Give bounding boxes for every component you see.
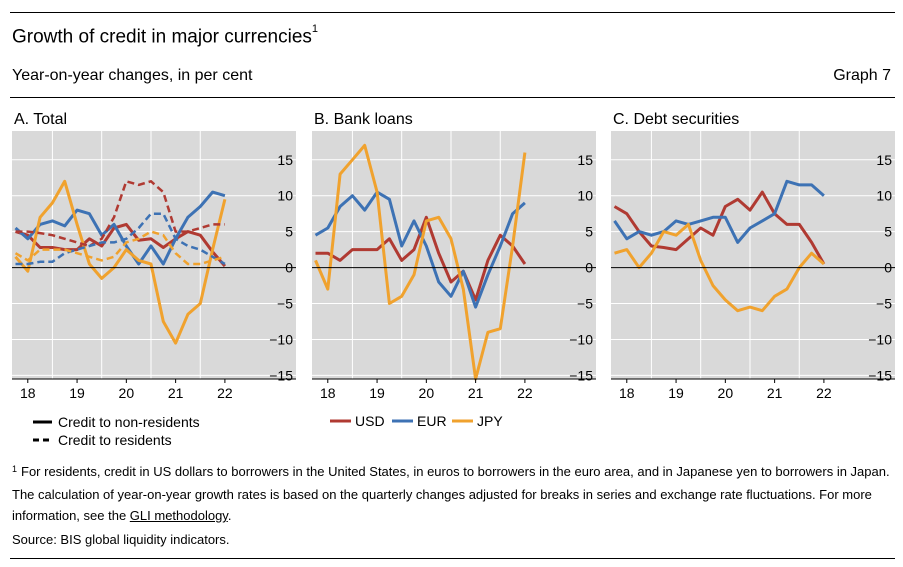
y-tick-label: 5 xyxy=(285,224,293,240)
footnote-end: . xyxy=(227,508,232,523)
y-tick-label: 5 xyxy=(884,224,892,240)
series-line-jpy-solid xyxy=(314,143,527,381)
y-tick-label: −5 xyxy=(277,296,293,312)
footnote: 1 For residents, credit in US dollars to … xyxy=(12,461,892,526)
footnote-text: For residents, credit in US dollars to b… xyxy=(12,464,890,523)
graph-subtitle: Year-on-year changes, in per cent xyxy=(12,67,253,84)
legend-label-jpy: JPY xyxy=(477,413,503,429)
x-tick-label: 22 xyxy=(816,385,832,401)
gli-methodology-link[interactable]: GLI methodology xyxy=(129,508,228,523)
y-tick-label: −10 xyxy=(569,331,593,347)
series-line-jpy-dashed xyxy=(14,230,226,266)
source-note: Source: BIS global liquidity indicators. xyxy=(12,532,230,547)
x-tick-label: 20 xyxy=(119,385,135,401)
y-tick-label: 10 xyxy=(277,188,293,204)
y-tick-label: 0 xyxy=(285,260,293,276)
y-tick-label: 10 xyxy=(577,188,593,204)
x-tick-label: 21 xyxy=(168,385,184,401)
x-tick-label: 19 xyxy=(668,385,684,401)
y-tick-label: 15 xyxy=(277,152,293,168)
x-tick-label: 18 xyxy=(20,385,36,401)
x-tick-label: 18 xyxy=(619,385,635,401)
panel-background-3 xyxy=(611,131,895,379)
panel-background-1 xyxy=(12,131,296,379)
y-tick-label: 0 xyxy=(884,260,892,276)
y-tick-label: −15 xyxy=(868,367,892,383)
y-tick-label: 10 xyxy=(876,188,892,204)
y-tick-label: 0 xyxy=(585,260,593,276)
y-tick-label: −10 xyxy=(868,331,892,347)
panel-title-2: B. Bank loans xyxy=(314,111,413,128)
series-line-eur-solid xyxy=(314,190,526,309)
series-line-jpy-solid xyxy=(614,222,825,313)
y-tick-label: −15 xyxy=(569,367,593,383)
y-tick-label: −15 xyxy=(269,367,293,383)
series-line-eur-dashed xyxy=(15,212,226,266)
top-rule xyxy=(10,12,895,13)
y-tick-label: 15 xyxy=(876,152,892,168)
panel-title-1: A. Total xyxy=(14,111,67,128)
bottom-rule xyxy=(10,558,895,559)
title-footnote-mark: 1 xyxy=(311,23,319,35)
legend-label-usd: USD xyxy=(355,413,385,429)
x-tick-label: 19 xyxy=(369,385,385,401)
x-tick-label: 19 xyxy=(69,385,85,401)
x-tick-label: 21 xyxy=(468,385,484,401)
legend-label-dashed: Credit to residents xyxy=(58,432,172,448)
y-tick-label: 5 xyxy=(585,224,593,240)
x-tick-label: 22 xyxy=(517,385,533,401)
series-line-eur-solid xyxy=(613,179,825,244)
x-tick-label: 20 xyxy=(419,385,435,401)
x-tick-label: 20 xyxy=(718,385,734,401)
graph-title: Growth of credit in major currencies1 xyxy=(12,23,319,48)
series-line-usd-solid xyxy=(15,222,227,268)
footnote-mark: 1 xyxy=(12,464,18,474)
series-line-usd-dashed xyxy=(15,180,225,248)
graph-title-text: Growth of credit in major currencies xyxy=(12,26,312,48)
legend-label-solid: Credit to non-residents xyxy=(58,414,200,430)
series-line-usd-solid xyxy=(613,190,826,265)
charts-area: A. Total 15 10 5 0 −5 −10 −15 18 19 20 21 22 B. Bank … xyxy=(12,111,895,448)
panel-title-3: C. Debt securities xyxy=(613,111,739,128)
x-tick-label: 22 xyxy=(217,385,233,401)
y-tick-label: −5 xyxy=(577,296,593,312)
header-rule xyxy=(10,97,895,98)
series-line-eur-solid xyxy=(14,190,226,266)
legend-label-eur: EUR xyxy=(417,413,447,429)
x-tick-label: 18 xyxy=(320,385,336,401)
y-tick-label: −10 xyxy=(269,331,293,347)
y-tick-label: −5 xyxy=(876,296,892,312)
series-line-jpy-solid xyxy=(14,179,227,345)
graph-number: Graph 7 xyxy=(833,67,891,84)
x-tick-label: 21 xyxy=(767,385,783,401)
y-tick-label: 15 xyxy=(577,152,593,168)
